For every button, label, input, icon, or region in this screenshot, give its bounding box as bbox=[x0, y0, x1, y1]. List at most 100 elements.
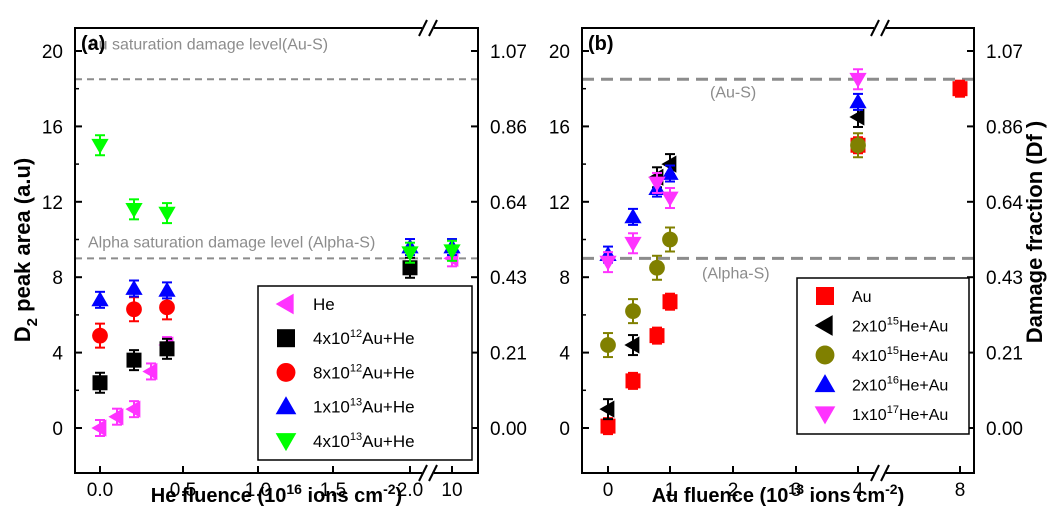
legend-marker bbox=[277, 329, 295, 348]
data-point bbox=[625, 373, 641, 389]
legend-label: 2x1016He+Au bbox=[852, 375, 948, 395]
legend-label: 4x1013Au+He bbox=[313, 431, 415, 451]
data-point bbox=[649, 259, 665, 276]
data-point bbox=[402, 260, 418, 276]
x-axis-label: Au fluence (1013 ions cm-2) bbox=[652, 481, 905, 507]
data-point bbox=[662, 231, 678, 248]
data-point bbox=[126, 352, 142, 368]
data-point bbox=[648, 176, 666, 192]
legend-marker bbox=[815, 345, 835, 365]
panel-label: (b) bbox=[588, 33, 614, 55]
y-tick-label: 16 bbox=[42, 117, 63, 138]
legend-marker bbox=[276, 362, 296, 382]
series-4 bbox=[599, 68, 867, 274]
y2-tick-label: 1.07 bbox=[986, 42, 1023, 63]
legend-marker bbox=[275, 433, 297, 452]
plot-frame bbox=[74, 27, 479, 474]
data-point bbox=[661, 191, 679, 207]
axis-break-gap bbox=[874, 470, 886, 476]
x-tick-label: 0.0 bbox=[87, 480, 113, 501]
data-point bbox=[108, 408, 124, 426]
data-point bbox=[91, 138, 109, 154]
data-point bbox=[125, 279, 143, 295]
y2-tick-label: 0.21 bbox=[490, 344, 527, 365]
series-2 bbox=[600, 132, 866, 359]
legend: Au 2x1015He+Au 4x1015He+Au 2x1016He+Au 1x101… bbox=[796, 277, 970, 435]
data-point bbox=[662, 294, 678, 310]
panel-b: (Au-S)(Alpha-S)0481216200.000.210.430.64… bbox=[549, 19, 1047, 507]
y-axis-label: D2 peak area (a.u) bbox=[10, 158, 41, 342]
x-tick-label: 4 bbox=[853, 480, 864, 501]
legend-marker bbox=[275, 293, 294, 315]
data-point bbox=[952, 81, 968, 97]
series-4 bbox=[91, 134, 461, 264]
legend-marker bbox=[814, 406, 836, 425]
legend-label: 1x1013Au+He bbox=[313, 397, 415, 417]
data-point bbox=[599, 400, 615, 418]
axis-break-mark bbox=[418, 464, 428, 482]
data-point bbox=[624, 236, 642, 252]
data-point bbox=[158, 206, 176, 222]
y-tick-label: 16 bbox=[549, 117, 570, 138]
legend-marker bbox=[816, 287, 834, 305]
data-point bbox=[158, 281, 176, 297]
data-point bbox=[661, 155, 677, 173]
y2-tick-label: 0.64 bbox=[986, 193, 1023, 214]
data-point bbox=[159, 341, 175, 357]
data-point bbox=[92, 327, 108, 344]
x-tick-label: 1.0 bbox=[245, 480, 271, 501]
y2-tick-label: 0.00 bbox=[490, 419, 527, 440]
axis-break-gap bbox=[422, 470, 434, 476]
x-tick-label: 2.0 bbox=[397, 480, 423, 501]
data-point bbox=[142, 362, 158, 381]
y-tick-label: 12 bbox=[549, 193, 570, 214]
series-1 bbox=[92, 256, 418, 394]
legend-marker bbox=[814, 315, 833, 336]
data-point bbox=[624, 336, 640, 354]
y2-tick-label: 0.43 bbox=[490, 268, 527, 289]
panel-a: Au saturation damage level(Au-S) Alpha sa… bbox=[10, 19, 527, 507]
y2-axis-label: Damage fraction (Df ) bbox=[1022, 121, 1047, 343]
y-tick-label: 20 bbox=[42, 42, 63, 63]
data-point bbox=[600, 337, 616, 353]
y-tick-label: 20 bbox=[549, 42, 570, 63]
data-point bbox=[125, 400, 141, 418]
legend-label: 4x1012Au+He bbox=[313, 328, 415, 348]
axis-break-mark bbox=[870, 19, 880, 37]
data-point bbox=[849, 93, 867, 109]
reference-line-label: (Alpha-S) bbox=[702, 265, 770, 282]
series-0 bbox=[600, 79, 968, 436]
axis-break-mark bbox=[418, 19, 428, 37]
data-point bbox=[159, 299, 175, 316]
axis-break-gap bbox=[874, 25, 886, 31]
data-point bbox=[849, 72, 867, 88]
y-tick-label: 8 bbox=[559, 268, 570, 289]
axis-break-mark bbox=[880, 19, 890, 37]
axis-break-mark bbox=[428, 464, 438, 482]
x-tick-label: 1.5 bbox=[320, 480, 346, 501]
legend-label: Au bbox=[852, 289, 872, 306]
legend-label: 4x1015He+Au bbox=[852, 345, 948, 365]
y-tick-label: 4 bbox=[52, 344, 63, 365]
reference-line-label: (Au-S) bbox=[710, 84, 756, 101]
data-point bbox=[91, 419, 107, 437]
axis-break-mark bbox=[428, 19, 438, 37]
legend-label: 2x1015He+Au bbox=[852, 316, 948, 336]
y-tick-label: 0 bbox=[52, 419, 63, 440]
data-point bbox=[649, 328, 665, 344]
y2-tick-label: 0.00 bbox=[986, 419, 1023, 440]
legend-marker bbox=[275, 396, 297, 415]
x-tick-label: 2 bbox=[728, 480, 739, 501]
y2-tick-label: 0.43 bbox=[986, 268, 1023, 289]
data-point bbox=[849, 108, 865, 126]
x-tick-label: 3 bbox=[791, 480, 802, 501]
plot-frame bbox=[581, 27, 975, 474]
y-tick-label: 4 bbox=[559, 344, 570, 365]
legend: He 4x1012Au+He 8x1012Au+He 1x1013Au+He 4x101… bbox=[257, 285, 473, 461]
y-tick-label: 0 bbox=[559, 419, 570, 440]
y2-tick-label: 0.86 bbox=[490, 117, 527, 138]
axis-break-gap bbox=[422, 25, 434, 31]
data-point bbox=[625, 303, 641, 320]
x-tick-label: 8 bbox=[955, 480, 966, 501]
